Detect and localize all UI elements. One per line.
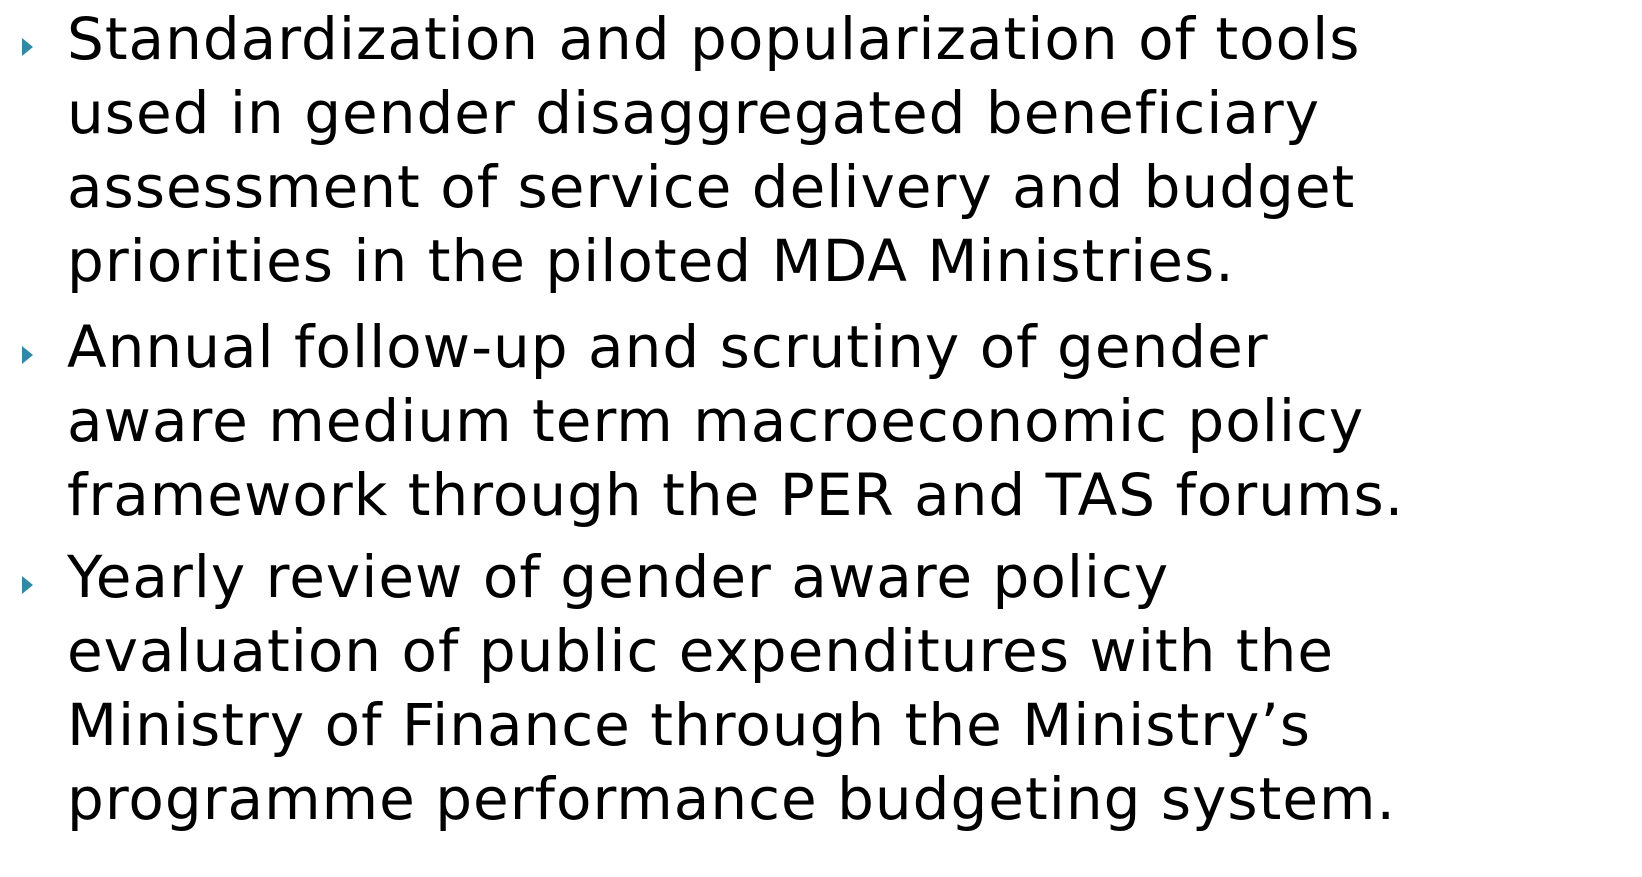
- text-line: framework through the PER and TAS forums…: [67, 461, 1405, 529]
- text-line: evaluation of public expenditures with t…: [67, 617, 1335, 685]
- text-line: Ministry of Finance through the Ministry…: [67, 691, 1312, 759]
- text-line: Annual follow-up and scrutiny of gender: [67, 313, 1269, 381]
- text-line: Standardization and popularization of to…: [67, 5, 1361, 73]
- text-line: assessment of service delivery and budge…: [67, 153, 1356, 221]
- text-line: aware medium term macroeconomic policy: [67, 387, 1365, 455]
- bullet-marker: [22, 346, 33, 364]
- bullet-marker: [22, 38, 33, 56]
- text-line: Yearly review of gender aware policy: [67, 543, 1170, 611]
- text-line: priorities in the piloted MDA Ministries…: [67, 227, 1235, 295]
- bullet-marker: [22, 576, 33, 594]
- text-line: used in gender disaggregated beneficiary: [67, 79, 1321, 147]
- text-line: programme performance budgeting system.: [67, 765, 1396, 833]
